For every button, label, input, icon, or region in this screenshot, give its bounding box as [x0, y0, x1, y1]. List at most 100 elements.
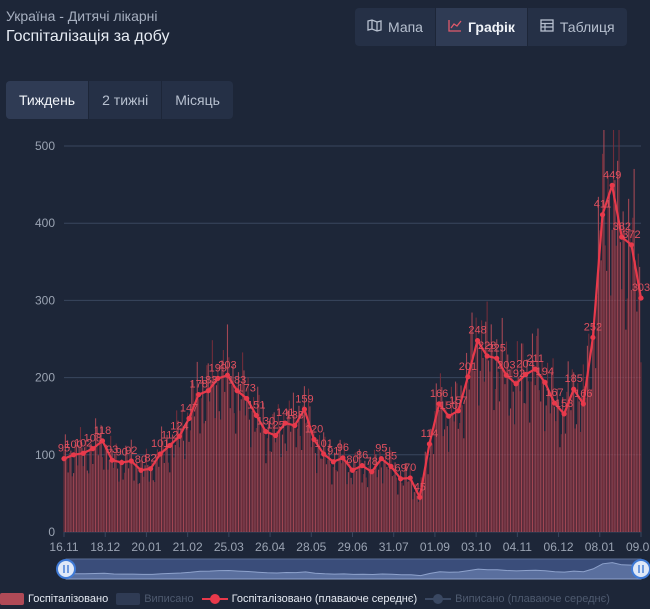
daily-bar [437, 410, 439, 532]
daily-bar [617, 160, 619, 533]
daily-bar [482, 357, 484, 532]
daily-bar [634, 260, 637, 532]
legend-item-discharged-avg[interactable]: Виписано (плаваюче середнє) [425, 593, 610, 605]
data-label: 157 [449, 395, 467, 407]
daily-bar [334, 452, 336, 532]
daily-bar [527, 381, 529, 532]
moving-average-point [551, 400, 558, 406]
daily-bar [345, 460, 347, 532]
daily-bar [167, 462, 169, 532]
tab-map[interactable]: Мапа [355, 8, 435, 46]
daily-bar [298, 405, 300, 532]
moving-average-point [157, 451, 163, 457]
daily-bar [446, 426, 448, 532]
data-label: 153 [555, 398, 573, 410]
daily-bar [213, 375, 215, 532]
x-tick-label: 08.01 [585, 540, 615, 554]
daily-bar [471, 312, 473, 532]
daily-bar [503, 368, 505, 532]
daily-bar [255, 428, 257, 532]
daily-bar [507, 354, 509, 532]
daily-bar [303, 386, 305, 532]
daily-bar [329, 464, 332, 532]
daily-bar [318, 434, 321, 532]
data-label: 173 [238, 382, 256, 394]
moving-average-point [167, 442, 173, 449]
range-week-button[interactable]: Тиждень [6, 81, 89, 119]
daily-bar [66, 457, 68, 532]
daily-bar [305, 423, 307, 532]
daily-bar [478, 405, 480, 532]
daily-bar [369, 456, 371, 532]
data-label: 203 [497, 359, 515, 371]
daily-bar [415, 483, 417, 532]
daily-bar [233, 413, 235, 532]
daily-bar [261, 422, 263, 532]
range-2weeks-button[interactable]: 2 тижні [88, 81, 161, 119]
daily-bar [375, 454, 377, 532]
daily-bar [573, 372, 575, 532]
daily-bar [398, 481, 400, 532]
navigator-handle-left[interactable] [56, 559, 76, 579]
daily-bar [542, 382, 545, 532]
moving-average-point [272, 432, 279, 439]
range-month-button[interactable]: Місяць [161, 81, 233, 119]
daily-bar [376, 477, 378, 532]
moving-average-point [138, 467, 144, 473]
daily-bar [501, 317, 503, 532]
daily-bar [95, 418, 97, 532]
daily-bar [474, 370, 476, 532]
data-label: 69 [394, 463, 406, 475]
daily-bar [151, 459, 153, 532]
daily-bar [481, 320, 483, 532]
daily-bar [284, 443, 286, 532]
daily-bar [199, 433, 201, 532]
daily-bar [460, 385, 462, 532]
daily-bar [68, 452, 71, 532]
daily-bar [170, 441, 172, 532]
legend-line-discharged-avg [425, 593, 452, 605]
daily-bar [492, 346, 494, 532]
range-switch: Тиждень 2 тижні Місяць [6, 81, 233, 119]
daily-bar [136, 461, 138, 532]
daily-bar [509, 408, 512, 532]
tab-table[interactable]: Таблиця [526, 8, 627, 46]
legend-item-discharged[interactable]: Виписано [116, 593, 194, 605]
range-navigator[interactable] [56, 558, 650, 580]
chart-title: Госпіталізація за добу [6, 28, 170, 45]
daily-bar [372, 472, 374, 532]
legend-item-hospitalized[interactable]: Госпіталізовано [0, 593, 108, 605]
daily-bar [558, 402, 560, 532]
daily-bar [191, 381, 193, 532]
daily-bar [182, 440, 185, 532]
tab-chart[interactable]: Графік [434, 8, 527, 46]
moving-average-point [494, 355, 500, 361]
daily-bar [606, 270, 608, 532]
data-label: 141 [276, 407, 294, 419]
daily-bar [601, 153, 604, 532]
daily-bar [185, 425, 187, 532]
moving-average-point [176, 433, 182, 439]
daily-bar [614, 180, 616, 532]
daily-bar [486, 301, 488, 532]
daily-bar [511, 366, 513, 532]
daily-bar [275, 442, 277, 532]
moving-average-point [561, 411, 567, 417]
data-label: 150 [439, 400, 457, 412]
legend-item-hospitalized-avg[interactable]: Госпіталізовано (плаваюче середнє) [201, 593, 417, 605]
daily-bar [152, 480, 154, 532]
daily-bar [387, 469, 389, 532]
daily-bar [433, 454, 435, 532]
navigator-handle-right[interactable] [631, 559, 650, 579]
data-label: 112 [161, 430, 179, 442]
daily-bar [166, 434, 168, 532]
daily-bar [383, 461, 385, 532]
daily-bar [386, 466, 388, 532]
daily-bar [485, 321, 487, 532]
daily-bar [239, 410, 241, 532]
daily-bar [514, 424, 516, 532]
daily-bar [104, 443, 106, 532]
daily-bar [209, 401, 211, 532]
table-icon [540, 19, 554, 35]
data-label: 201 [459, 361, 477, 373]
